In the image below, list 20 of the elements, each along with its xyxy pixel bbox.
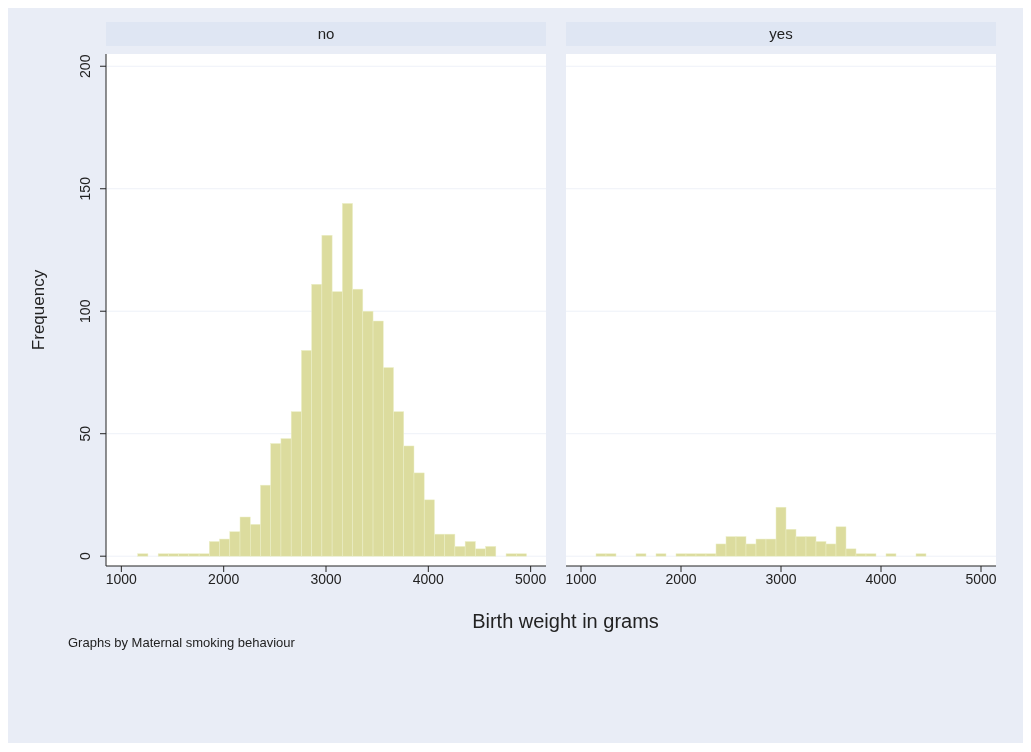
- x-axis-title: Birth weight in grams: [471, 610, 660, 633]
- x-tick-label: 5000: [965, 570, 997, 587]
- x-tick-label: 4000: [865, 570, 897, 587]
- x-tick-label: 3000: [310, 570, 342, 587]
- x-tick-label: 2000: [208, 570, 240, 587]
- chart-title: yes: [566, 22, 996, 46]
- x-tick-label: 4000: [412, 570, 445, 587]
- y-tick-label: 50: [77, 425, 93, 442]
- x-tick-label: 1000: [105, 570, 138, 587]
- y-axis-title: Frequency: [29, 269, 49, 351]
- y-tick-label: 200: [77, 54, 93, 78]
- x-tick-label: 3000: [765, 570, 797, 587]
- x-tick-label: 1000: [565, 570, 597, 587]
- text: Graphs by Maternal smoking behaviour: [67, 635, 296, 650]
- x-tick-label: 2000: [665, 570, 697, 587]
- chart-title: no: [106, 22, 546, 46]
- y-tick-label: 150: [77, 176, 93, 201]
- x-tick-label: 5000: [515, 570, 547, 587]
- y-tick-label: 100: [77, 299, 93, 323]
- y-tick-label: 0: [77, 552, 93, 561]
